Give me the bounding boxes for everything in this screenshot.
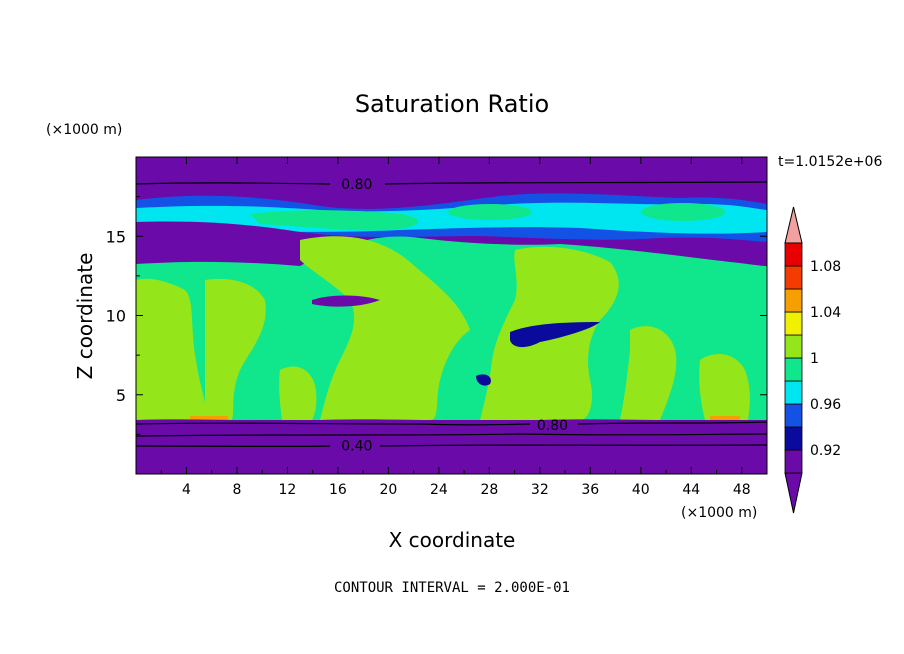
- colorbar-swatch-0.98: [784, 357, 803, 382]
- colorbar: 1.08 1.04 1 0.96 0.92: [784, 206, 841, 514]
- lime-plume-7: [279, 366, 317, 420]
- x-tick-label: 20: [379, 482, 397, 498]
- green-lens-a: [448, 204, 532, 220]
- x-axis-ticks: 4 8 12 16 20 24 28 32 36 40 44 48: [160, 157, 751, 498]
- purple-pocket-3: [476, 374, 491, 386]
- y-tick-label: 15: [106, 227, 126, 246]
- contour-label: 0.80: [537, 418, 568, 434]
- colorbar-swatch-1.06: [784, 265, 803, 290]
- colorbar-swatch-1.08: [784, 242, 803, 267]
- green-upper-region: [250, 210, 419, 231]
- colorbar-label: 1: [810, 351, 819, 367]
- chart-title: Saturation Ratio: [355, 90, 549, 118]
- contour-0.80-upper: [136, 181, 767, 185]
- lime-plume-3: [300, 236, 470, 420]
- x-tick-label: 4: [182, 482, 191, 498]
- lime-plume-2: [205, 278, 266, 420]
- contour-interval-note: CONTOUR INTERVAL = 2.000E-01: [334, 580, 570, 596]
- purple-pocket-1: [312, 295, 380, 307]
- colorbar-label: 1.04: [810, 305, 841, 321]
- colorbar-swatch-1: [784, 334, 803, 359]
- colorbar-swatch-0.92: [784, 426, 803, 451]
- orange-spot-2: [710, 416, 740, 420]
- x-unit-label: (×1000 m): [681, 505, 757, 521]
- colorbar-swatch-0.96: [784, 380, 803, 405]
- x-tick-label: 16: [329, 482, 347, 498]
- purple-stripe-15km: [136, 221, 767, 256]
- contour-label: 0.80: [341, 177, 372, 193]
- contour-0.40-lower: [136, 444, 767, 448]
- x-tick-label: 24: [430, 482, 448, 498]
- colorbar-label: 1.08: [810, 259, 841, 275]
- y-axis-title: Z coordinate: [73, 253, 97, 380]
- saturation-field: [136, 157, 767, 474]
- x-tick-label: 32: [531, 482, 549, 498]
- colorbar-label: 0.96: [810, 397, 841, 413]
- x-tick-label: 40: [632, 482, 650, 498]
- lower-purple-layer: [136, 419, 767, 474]
- lime-plume-1: [136, 278, 207, 420]
- x-tick-label: 44: [682, 482, 700, 498]
- purple-pocket-2: [510, 322, 600, 348]
- lime-plume-6: [699, 354, 750, 420]
- x-tick-label: 28: [480, 482, 498, 498]
- colorbar-under-arrow: [784, 472, 803, 514]
- y-tick-label: 5: [116, 386, 126, 405]
- orange-spot-1: [190, 416, 228, 420]
- colorbar-swatch-1.02: [784, 311, 803, 336]
- colorbar-swatch-0.9: [784, 449, 803, 474]
- y-tick-label: 10: [106, 307, 126, 326]
- green-lens-b: [641, 203, 725, 221]
- y-axis-ticks: 5 10 15: [106, 196, 767, 435]
- x-axis-title: X coordinate: [389, 528, 516, 552]
- x-tick-label: 12: [279, 482, 297, 498]
- colorbar-over-arrow: [784, 206, 803, 244]
- colorbar-swatch-0.94: [784, 403, 803, 428]
- x-tick-label: 36: [581, 482, 599, 498]
- x-tick-label: 48: [733, 482, 751, 498]
- contour-label: 0.40: [341, 438, 372, 454]
- time-label: t=1.0152e+06: [778, 154, 882, 170]
- contour-0.60-lower: [136, 433, 767, 437]
- colorbar-swatch-1.04: [784, 288, 803, 313]
- colorbar-label: 0.92: [810, 443, 841, 459]
- lime-plume-5: [620, 326, 677, 420]
- x-tick-label: 8: [232, 482, 241, 498]
- contour-labels: 0.80 0.80 0.40: [341, 177, 568, 455]
- contour-0.80-lower: [136, 421, 767, 426]
- y-unit-label: (×1000 m): [46, 122, 122, 138]
